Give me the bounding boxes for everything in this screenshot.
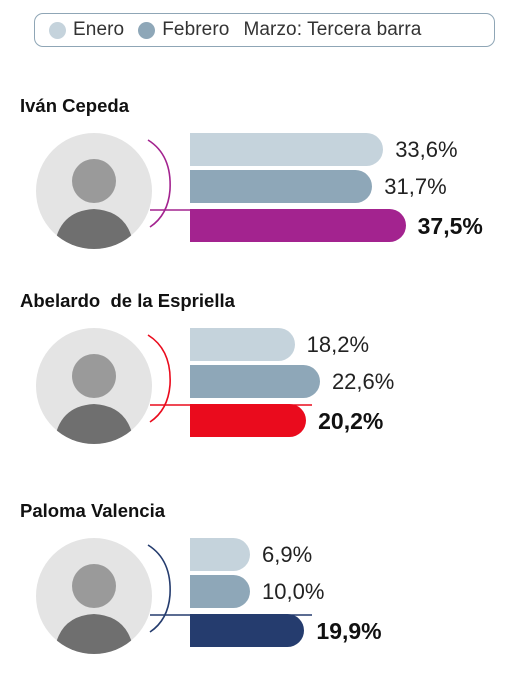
- bar-febrero: [190, 365, 320, 398]
- bar-marzo: [190, 614, 305, 647]
- legend-label-enero: Enero: [73, 19, 125, 40]
- legend-label-febrero: Febrero: [162, 19, 230, 40]
- bar-marzo: [190, 404, 307, 437]
- bar-febrero: [190, 170, 373, 203]
- data-label: 37,5%: [417, 213, 483, 239]
- candidate-name: Paloma Valencia: [20, 500, 166, 521]
- data-label: 22,6%: [331, 369, 395, 394]
- legend-swatch-febrero: [138, 21, 156, 39]
- candidate-portrait-icon: [36, 538, 152, 654]
- candidate-group: Paloma Valencia 6,9% 10,0% 19,9%: [0, 500, 511, 700]
- candidate-group: Abelardo de la Espriella 18,2% 22,6% 20,2%: [0, 290, 511, 490]
- bar-enero: [190, 538, 250, 571]
- data-label: 19,9%: [316, 618, 382, 644]
- legend-label-marzo: Marzo: Tercera barra: [243, 19, 422, 40]
- data-label: 6,9%: [262, 542, 313, 567]
- candidate-group: Iván Cepeda 33,6% 31,7% 37,5%: [0, 95, 511, 295]
- bar-febrero: [190, 575, 250, 608]
- data-label: 20,2%: [318, 408, 384, 434]
- legend-swatch-enero: [49, 21, 66, 39]
- chart-legend: Enero Febrero Marzo: Tercera barra: [34, 13, 495, 47]
- legend-item-febrero: Febrero: [138, 19, 229, 41]
- data-label: 31,7%: [384, 174, 447, 199]
- bar-enero: [190, 133, 384, 166]
- legend-item-enero: Enero: [49, 19, 124, 41]
- candidate-portrait-icon: [36, 328, 152, 444]
- bar-marzo: [190, 209, 406, 242]
- data-label: 18,2%: [306, 332, 370, 357]
- legend-item-marzo: Marzo: Tercera barra: [243, 19, 421, 41]
- data-label: 10,0%: [262, 579, 325, 604]
- candidate-name: Iván Cepeda: [20, 95, 129, 116]
- candidate-portrait-icon: [36, 133, 152, 249]
- candidate-name: Abelardo de la Espriella: [20, 290, 235, 311]
- bar-enero: [190, 328, 295, 361]
- data-label: 33,6%: [395, 137, 458, 162]
